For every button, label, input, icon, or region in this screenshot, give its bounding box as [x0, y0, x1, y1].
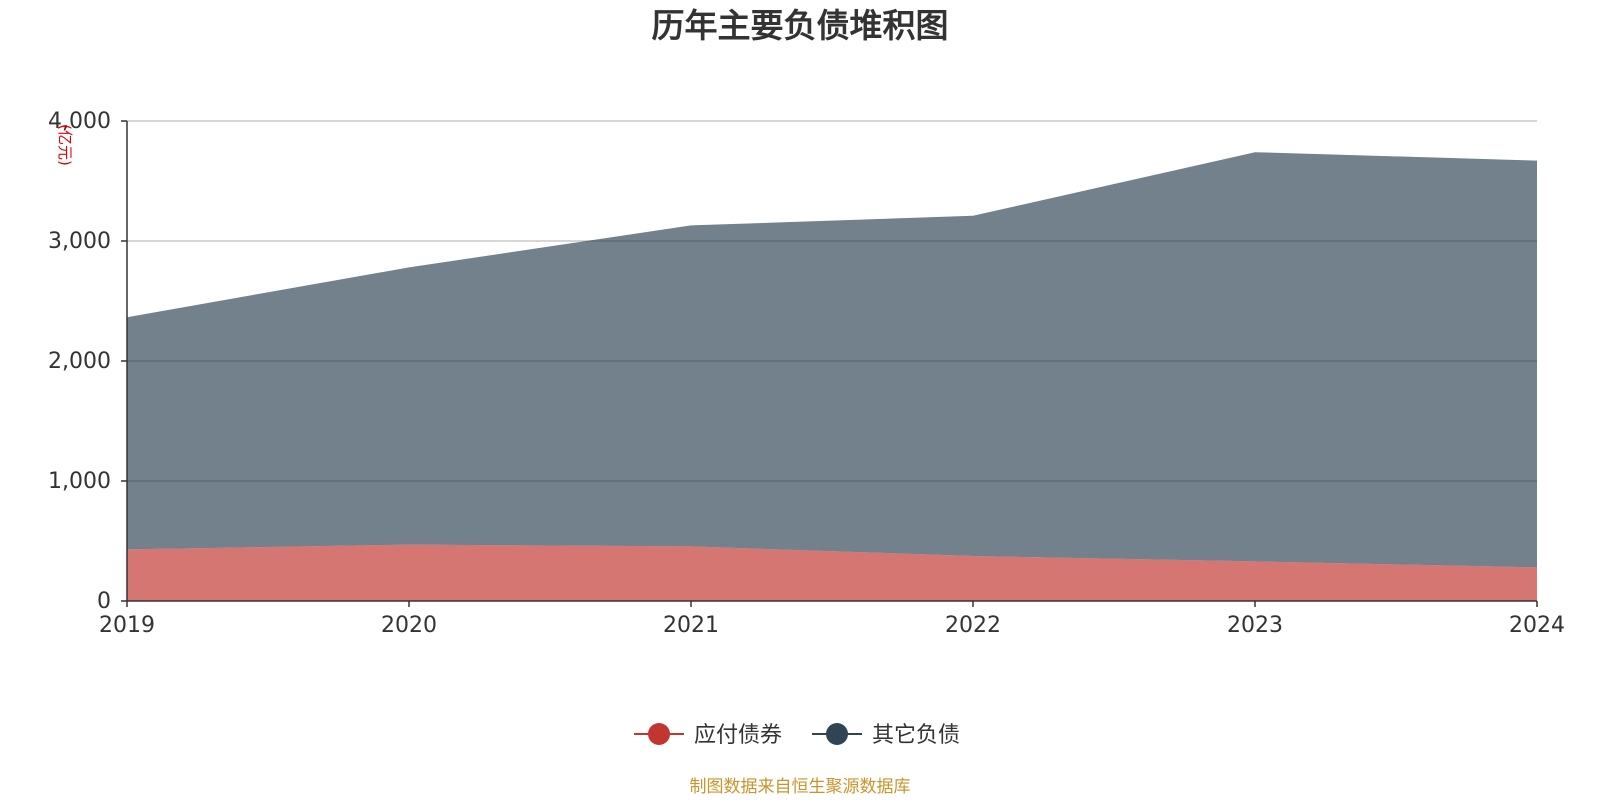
- legend-marker: [826, 723, 848, 745]
- x-tick-label: 2021: [663, 613, 719, 638]
- y-tick-label: 1,000: [48, 469, 111, 494]
- legend-label: 应付债券: [694, 723, 782, 748]
- legend-marker: [648, 723, 670, 745]
- x-axis-ticks: 2019 2020 2021 2022 2023 2024: [99, 601, 1565, 638]
- chart-title: 历年主要负债堆积图: [652, 6, 949, 45]
- x-tick-label: 2020: [381, 613, 437, 638]
- y-tick-label: 3,000: [48, 229, 111, 254]
- x-tick-label: 2024: [1509, 613, 1565, 638]
- y-axis-ticks: 0 1,000 2,000 3,000 4,000: [48, 109, 127, 614]
- y-tick-label: 4,000: [48, 109, 111, 134]
- area-series-2: [127, 152, 1537, 568]
- legend-item[interactable]: 其它负债: [812, 723, 960, 748]
- x-tick-label: 2023: [1227, 613, 1283, 638]
- legend-label: 其它负债: [872, 723, 960, 748]
- y-axis-unit-label: (亿元): [56, 124, 74, 166]
- legend-item[interactable]: 应付债券: [634, 723, 782, 748]
- area-series-1: [127, 544, 1537, 601]
- legend: 应付债券 其它负债: [634, 723, 960, 748]
- area-series: [127, 152, 1537, 601]
- source-note: 制图数据来自恒生聚源数据库: [690, 777, 911, 797]
- x-tick-label: 2022: [945, 613, 1001, 638]
- y-tick-label: 2,000: [48, 349, 111, 374]
- y-tick-label: 0: [97, 589, 111, 614]
- x-tick-label: 2019: [99, 613, 155, 638]
